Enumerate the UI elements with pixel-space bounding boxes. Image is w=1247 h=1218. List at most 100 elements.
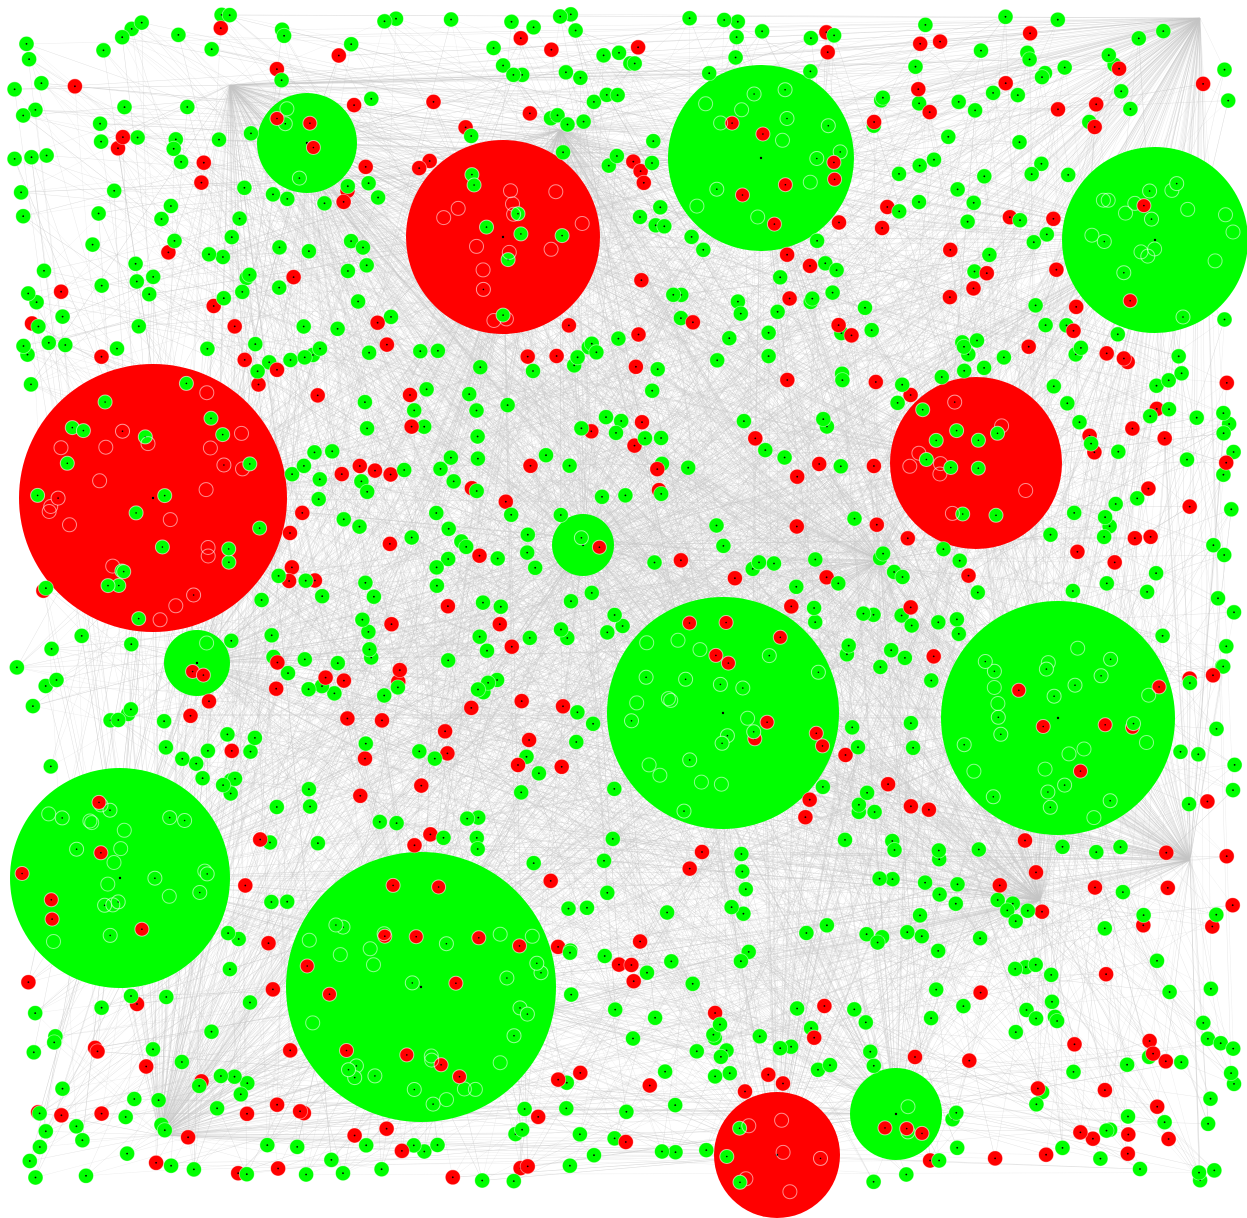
node-center-dot <box>165 746 167 749</box>
graph-edge <box>152 163 1042 499</box>
graph-edge <box>211 48 561 131</box>
node-center-dot <box>195 762 198 765</box>
node-center-dot <box>956 188 959 191</box>
node-center-dot <box>796 475 799 478</box>
node-center-dot <box>173 240 176 242</box>
node-center-dot <box>390 316 392 318</box>
graph-edge <box>146 899 1041 1067</box>
node-center-dot <box>1219 1042 1222 1045</box>
node-center-dot <box>603 955 606 957</box>
graph-edge <box>502 236 1157 386</box>
node-center-dot <box>1094 886 1096 889</box>
node-center-dot <box>506 404 509 406</box>
node-center-dot <box>163 1129 166 1132</box>
node-center-dot <box>257 383 260 386</box>
node-center-dot <box>783 456 786 459</box>
graph-edge <box>879 559 892 651</box>
node-center-dot <box>475 837 478 839</box>
node-center-dot <box>566 637 569 639</box>
node-center-dot <box>1198 1171 1200 1174</box>
graph-edge <box>582 161 634 546</box>
node-center-dot <box>477 816 480 819</box>
node-center-dot <box>714 1012 716 1014</box>
graph-edge <box>158 899 1041 1101</box>
node-center-dot <box>380 1168 383 1171</box>
node-center-dot <box>446 752 449 755</box>
node-center-dot <box>1155 408 1158 410</box>
graph-edge <box>574 365 881 561</box>
node-center-dot <box>130 995 132 997</box>
node-center-dot <box>1016 94 1019 96</box>
node-center-dot <box>395 822 398 824</box>
graph-edge <box>776 1038 1208 1156</box>
node-center-dot <box>155 1161 158 1164</box>
node-center-dot <box>983 175 986 178</box>
node-center-dot <box>296 1146 299 1148</box>
node-center-dot <box>244 884 247 887</box>
graph-edge <box>895 904 1233 1115</box>
node-center-dot <box>136 136 139 139</box>
node-center-dot <box>776 310 779 313</box>
graph-edge <box>95 859 1191 1049</box>
graph-edge <box>175 139 1041 901</box>
node-center-dot <box>570 993 573 996</box>
graph-edge <box>229 21 738 86</box>
node-center-dot <box>569 951 571 954</box>
node-center-dot <box>212 305 215 307</box>
node-center-dot <box>674 1151 677 1154</box>
node-center-dot <box>1116 333 1119 336</box>
graph-edge <box>246 239 1156 279</box>
node-center-dot <box>447 558 450 560</box>
node-center-dot <box>1222 473 1225 476</box>
graph-edge <box>267 301 359 1146</box>
graph-edge <box>618 859 1191 965</box>
node-center-dot <box>413 409 416 412</box>
graph-edge <box>1036 666 1224 1105</box>
node-center-dot <box>502 64 504 67</box>
node-center-dot <box>238 217 241 220</box>
graph-edge <box>114 190 584 546</box>
graph-edge <box>331 451 632 966</box>
node-center-dot <box>742 912 745 915</box>
node-center-dot <box>630 964 633 966</box>
node-center-dot <box>266 1144 269 1146</box>
graph-edge <box>306 37 811 144</box>
node-center-dot <box>701 851 703 853</box>
graph-edge <box>384 173 1032 696</box>
node-center-dot <box>367 182 370 185</box>
node-center-dot <box>39 1146 41 1148</box>
node-center-dot <box>873 811 876 813</box>
graph-edge <box>159 567 536 1136</box>
node-center-dot <box>464 126 467 129</box>
node-center-dot <box>122 136 124 139</box>
node-center-dot <box>586 906 588 909</box>
node-center-dot <box>374 469 376 472</box>
node-center-dot <box>932 655 935 658</box>
node-center-dot <box>346 717 349 720</box>
node-center-dot <box>26 353 29 356</box>
node-center-dot <box>357 300 359 303</box>
graph-edge <box>1189 859 1221 1044</box>
node-center-dot <box>1092 1137 1094 1140</box>
hub-center-dot <box>419 985 423 989</box>
node-center-dot <box>521 74 524 76</box>
node-center-dot <box>611 838 614 840</box>
node-center-dot <box>316 394 319 397</box>
node-center-dot <box>1072 1071 1075 1073</box>
graph-edge <box>216 236 504 1109</box>
graph-edge <box>580 239 1156 1074</box>
graph-edge <box>570 544 584 995</box>
node-center-dot <box>1212 544 1215 547</box>
node-center-dot <box>1105 973 1107 976</box>
node-center-dot <box>331 450 334 453</box>
graph-edge <box>317 395 584 546</box>
node-center-dot <box>621 625 624 627</box>
node-center-dot <box>286 900 289 903</box>
node-center-dot <box>428 160 431 162</box>
node-center-dot <box>44 1130 47 1133</box>
graph-edge <box>211 48 762 159</box>
node-center-dot <box>269 841 271 844</box>
node-center-dot <box>618 963 620 966</box>
graph-edge <box>272 236 504 990</box>
graph-edge <box>582 463 820 546</box>
